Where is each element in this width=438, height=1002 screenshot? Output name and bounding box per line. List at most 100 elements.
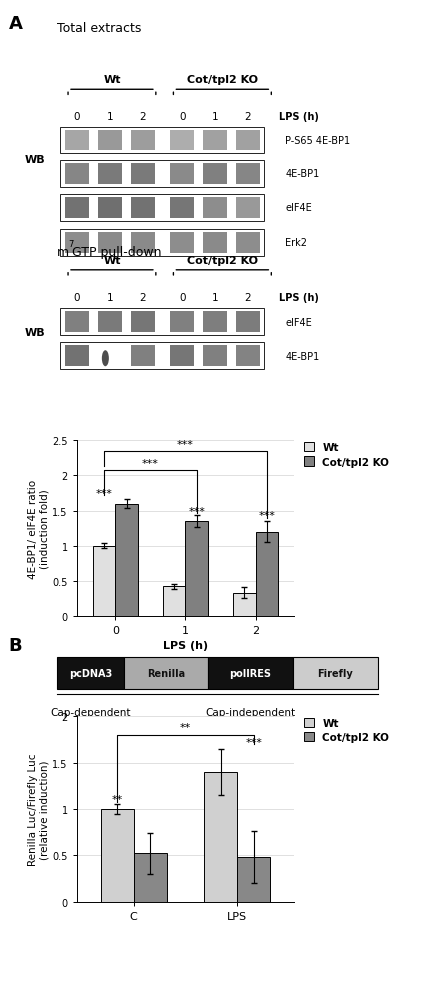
Bar (60, 160, 264, 187)
Text: eIF4E: eIF4E (285, 203, 311, 213)
Bar (60, 127, 264, 154)
Bar (208, 657, 292, 689)
Text: WB: WB (25, 155, 45, 165)
Text: Cap-independent: Cap-independent (205, 707, 295, 717)
Text: 4E-BP1: 4E-BP1 (285, 352, 319, 362)
Text: ***: *** (188, 507, 205, 517)
Text: 1: 1 (106, 293, 113, 303)
Text: B: B (9, 636, 22, 654)
Bar (60, 229, 264, 257)
Text: 0: 0 (74, 112, 80, 122)
Bar (236, 197, 259, 218)
Text: Wt: Wt (103, 256, 120, 266)
Text: 2: 2 (139, 293, 146, 303)
Bar (131, 232, 154, 254)
Bar (93, 546, 115, 616)
Text: GTP pull-down: GTP pull-down (72, 245, 162, 259)
Bar (203, 346, 227, 367)
Bar (233, 593, 255, 616)
Bar (65, 312, 88, 333)
Text: Total extracts: Total extracts (57, 22, 141, 35)
Text: WB: WB (25, 328, 45, 338)
Bar (236, 312, 259, 333)
Bar (292, 657, 377, 689)
Bar (98, 312, 122, 333)
Y-axis label: Renilla Luc/Firefly Luc
(relative induction): Renilla Luc/Firefly Luc (relative induct… (28, 753, 49, 866)
Bar (98, 197, 122, 218)
Bar (131, 197, 154, 218)
Bar (236, 130, 259, 151)
Bar (65, 197, 88, 218)
Bar (236, 346, 259, 367)
Text: **: ** (111, 795, 123, 805)
Bar (131, 163, 154, 184)
Text: ***: *** (141, 458, 159, 468)
Text: A: A (9, 15, 23, 33)
Bar (203, 130, 227, 151)
Text: Renilla: Renilla (147, 668, 185, 678)
Legend: Wt, Cot/tpl2 KO: Wt, Cot/tpl2 KO (303, 717, 389, 742)
Text: ***: *** (245, 737, 261, 747)
Circle shape (102, 351, 109, 367)
Bar (255, 532, 277, 616)
Text: 1: 1 (106, 112, 113, 122)
Bar (204, 772, 237, 902)
Text: ***: *** (177, 439, 194, 449)
Text: **: ** (180, 722, 191, 732)
Text: eIF4E: eIF4E (285, 318, 311, 328)
Bar (170, 232, 194, 254)
Bar (203, 312, 227, 333)
Text: pcDNA3: pcDNA3 (69, 668, 112, 678)
Text: Cot/tpl2 KO: Cot/tpl2 KO (187, 75, 257, 85)
Bar (170, 130, 194, 151)
Bar (98, 130, 122, 151)
Y-axis label: 4E-BP1/ eIF4E ratio
(induction fold): 4E-BP1/ eIF4E ratio (induction fold) (28, 479, 49, 578)
Text: 0: 0 (179, 293, 185, 303)
Text: 2: 2 (244, 293, 251, 303)
Bar (237, 858, 270, 902)
Text: polIRES: polIRES (229, 668, 271, 678)
Bar (203, 197, 227, 218)
Bar (131, 312, 154, 333)
Text: Cot/tpl2 KO: Cot/tpl2 KO (187, 256, 257, 266)
Text: 0: 0 (74, 293, 80, 303)
Bar (170, 163, 194, 184)
Bar (131, 346, 154, 367)
Bar (203, 232, 227, 254)
Text: ***: *** (95, 488, 112, 498)
Bar (65, 346, 88, 367)
Text: Wt: Wt (103, 75, 120, 85)
Bar (65, 163, 88, 184)
Bar (115, 504, 138, 616)
Text: 2: 2 (139, 112, 146, 122)
Text: 4E-BP1: 4E-BP1 (285, 169, 319, 179)
Text: Erk2: Erk2 (285, 238, 307, 248)
Text: LPS (h): LPS (h) (278, 112, 318, 122)
Bar (60, 343, 264, 370)
Bar (65, 232, 88, 254)
Bar (170, 346, 194, 367)
Bar (170, 312, 194, 333)
Bar (60, 194, 264, 221)
Text: LPS (h): LPS (h) (278, 293, 318, 303)
Bar (236, 232, 259, 254)
Bar (134, 854, 166, 902)
Bar (236, 163, 259, 184)
Bar (98, 163, 122, 184)
Text: 2: 2 (244, 112, 251, 122)
Text: Cap-dependent: Cap-dependent (50, 707, 131, 717)
X-axis label: LPS (h): LPS (h) (162, 641, 208, 650)
Text: Firefly: Firefly (317, 668, 352, 678)
Bar (162, 587, 185, 616)
Bar (131, 130, 154, 151)
Text: 1: 1 (211, 112, 218, 122)
Bar (57, 657, 124, 689)
Text: m: m (57, 245, 69, 259)
Text: P-S65 4E-BP1: P-S65 4E-BP1 (285, 136, 350, 146)
Text: 1: 1 (211, 293, 218, 303)
Bar (100, 810, 134, 902)
Bar (98, 232, 122, 254)
Bar (60, 309, 264, 336)
Bar (65, 130, 88, 151)
Legend: Wt, Cot/tpl2 KO: Wt, Cot/tpl2 KO (303, 443, 389, 467)
